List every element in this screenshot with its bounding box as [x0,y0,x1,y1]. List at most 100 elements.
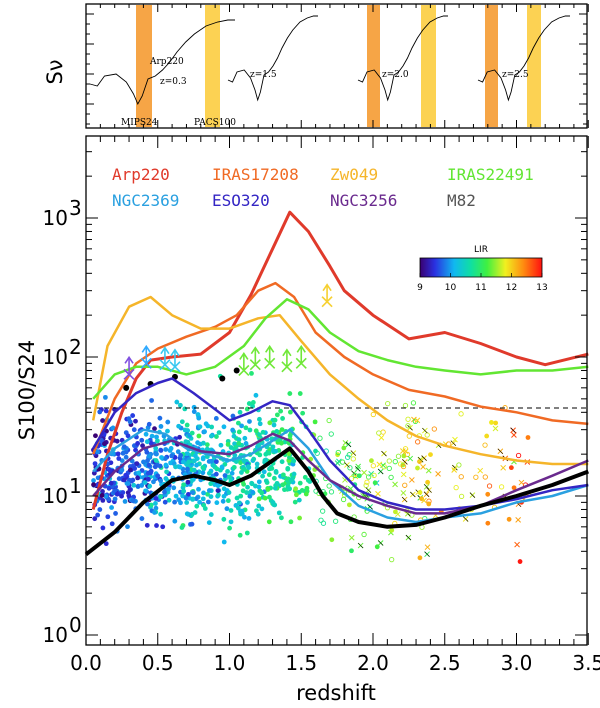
data-point-black [123,384,130,391]
data-point [221,493,227,499]
data-point [143,431,149,437]
data-point [271,475,277,481]
data-point [247,427,253,433]
data-point [201,502,207,508]
data-point-open [456,462,462,468]
data-point [259,506,265,512]
data-point [191,467,197,473]
y-tick-label: 10 [43,484,68,508]
data-point [164,469,169,475]
data-point [279,427,285,433]
data-point-cross [377,540,384,546]
data-point-cross [357,542,364,549]
lower-limit-3 [264,344,276,369]
data-point [105,514,111,520]
y-tick-exponent: 2 [69,335,82,359]
data-point [177,402,183,408]
data-point [209,424,215,430]
data-point [260,473,266,479]
data-point [200,496,206,502]
data-point [221,539,227,545]
data-point-cross [497,448,504,455]
data-point [115,451,121,457]
data-point [112,496,118,502]
curve-zw049 [91,295,589,466]
data-point-cross [511,432,517,438]
data-point [255,511,261,517]
data-point [162,456,168,461]
data-point [183,495,189,501]
data-point [227,525,233,531]
data-point-open [386,458,392,464]
data-point [237,409,243,415]
data-point [287,455,292,460]
data-point [163,476,169,481]
data-point [230,413,236,419]
data-point [140,443,145,449]
data-point-cross [492,425,499,432]
data-point-cross [345,441,352,448]
sed-panel: Sν Arp220 z=0.3 z=1.5 z=2.0 z=2.5 MIPS24… [43,3,589,129]
data-point [245,484,250,490]
data-point [208,512,214,517]
data-point [135,441,141,446]
data-point [191,404,197,410]
data-point [291,458,297,464]
data-point [108,480,114,486]
data-point [250,489,256,495]
data-point-open [314,450,320,456]
data-point [415,465,420,471]
data-point-cross [334,460,341,466]
data-point [303,491,309,497]
lower-limit-5 [295,344,307,369]
data-point [135,475,141,481]
data-point [154,434,159,440]
x-axis-label: redshift [296,681,376,705]
colorbar-tick-label: 12 [506,283,517,293]
data-point [184,451,190,457]
data-point [261,469,267,475]
data-point [239,470,244,475]
data-point-open [400,463,407,470]
data-point [278,408,284,414]
data-point [220,498,226,504]
data-point [95,512,101,518]
band-pacs100-5 [527,5,541,127]
data-point [171,485,177,491]
data-point [154,523,159,528]
data-point [231,433,237,439]
data-point [168,460,174,466]
lower-limit-1 [159,346,171,371]
data-point [231,464,237,470]
data-point [204,446,210,452]
data-point [184,511,190,517]
x-tick-label: 1.5 [285,651,317,675]
band-label-mips24: MIPS24 [121,118,158,128]
data-point [132,466,138,471]
data-point [245,464,251,470]
data-point [100,489,105,494]
data-point-open [415,439,421,445]
data-point [100,497,106,503]
data-point-open [424,432,430,438]
data-point [244,406,250,412]
data-point [269,466,275,471]
data-point-cross [368,470,375,477]
data-point [175,449,181,455]
data-point [203,421,209,427]
x-tick-label: 3.0 [501,651,533,675]
data-point [153,501,158,506]
data-point [230,427,236,433]
data-point [222,473,228,478]
data-point [193,496,199,502]
data-point [166,497,172,503]
data-point [256,442,262,448]
sed-z03 [89,19,235,106]
data-point-open [386,465,392,472]
data-point-open [392,459,398,465]
y-tick-exponent: 3 [69,196,82,220]
data-point [178,453,184,458]
data-point [236,437,242,443]
data-point-cross [376,461,383,468]
